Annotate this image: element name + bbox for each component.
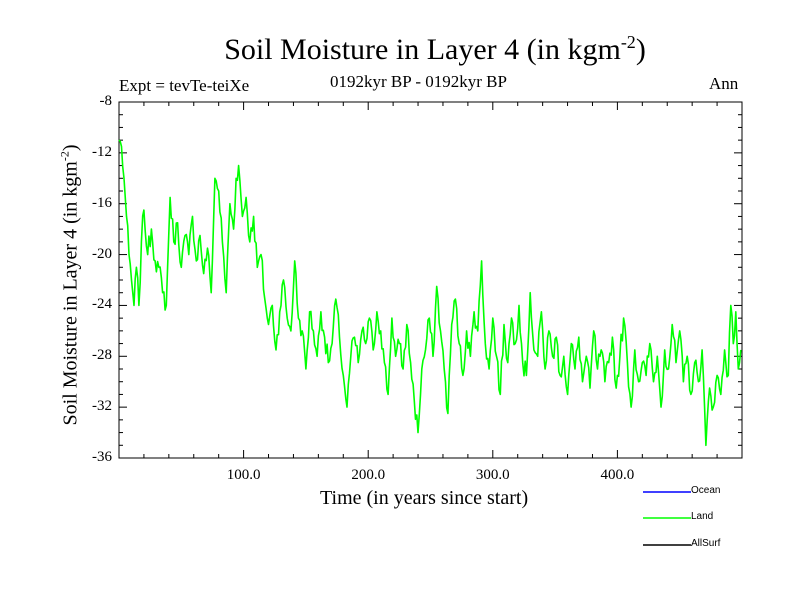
x-axis-label: Time (in years since start) bbox=[320, 487, 529, 509]
x-tick-label: 100.0 bbox=[226, 467, 261, 483]
y-tick-label: -8 bbox=[99, 93, 113, 109]
y-tick-label: -24 bbox=[92, 296, 112, 313]
x-tick-label: 300.0 bbox=[475, 467, 510, 483]
legend-label-allsurf: AllSurf bbox=[691, 538, 721, 549]
axis-tick-marks bbox=[119, 101, 742, 459]
series-layer bbox=[118, 139, 742, 447]
x-tick-label: 400.0 bbox=[600, 467, 635, 483]
legend-label-land: Land bbox=[691, 511, 714, 522]
period-label: 0192kyr BP - 0192kyr BP bbox=[330, 72, 507, 91]
x-tick-label: 200.0 bbox=[351, 467, 386, 483]
y-tick-label: -12 bbox=[92, 143, 112, 160]
y-tick-label: -16 bbox=[92, 194, 112, 211]
chart-title: Soil Moisture in Layer 4 (in kgm-2) bbox=[0, 32, 800, 67]
season-label: Ann bbox=[709, 74, 739, 93]
chart-title-close: ) bbox=[635, 33, 646, 66]
y-tick-label: -28 bbox=[92, 347, 112, 364]
legend-label-ocean: Ocean bbox=[691, 485, 721, 496]
y-tick-label: -32 bbox=[92, 398, 112, 415]
chart-title-superscript: -2 bbox=[620, 32, 636, 52]
legend-lines bbox=[643, 491, 691, 546]
y-tick-label: -20 bbox=[92, 245, 112, 262]
experiment-label: Expt = tevTe-teiXe bbox=[119, 76, 250, 95]
chart-title-text: Soil Moisture in Layer 4 (in kgm bbox=[224, 33, 621, 66]
series-line-land bbox=[118, 139, 742, 447]
y-tick-label: -36 bbox=[92, 449, 112, 465]
